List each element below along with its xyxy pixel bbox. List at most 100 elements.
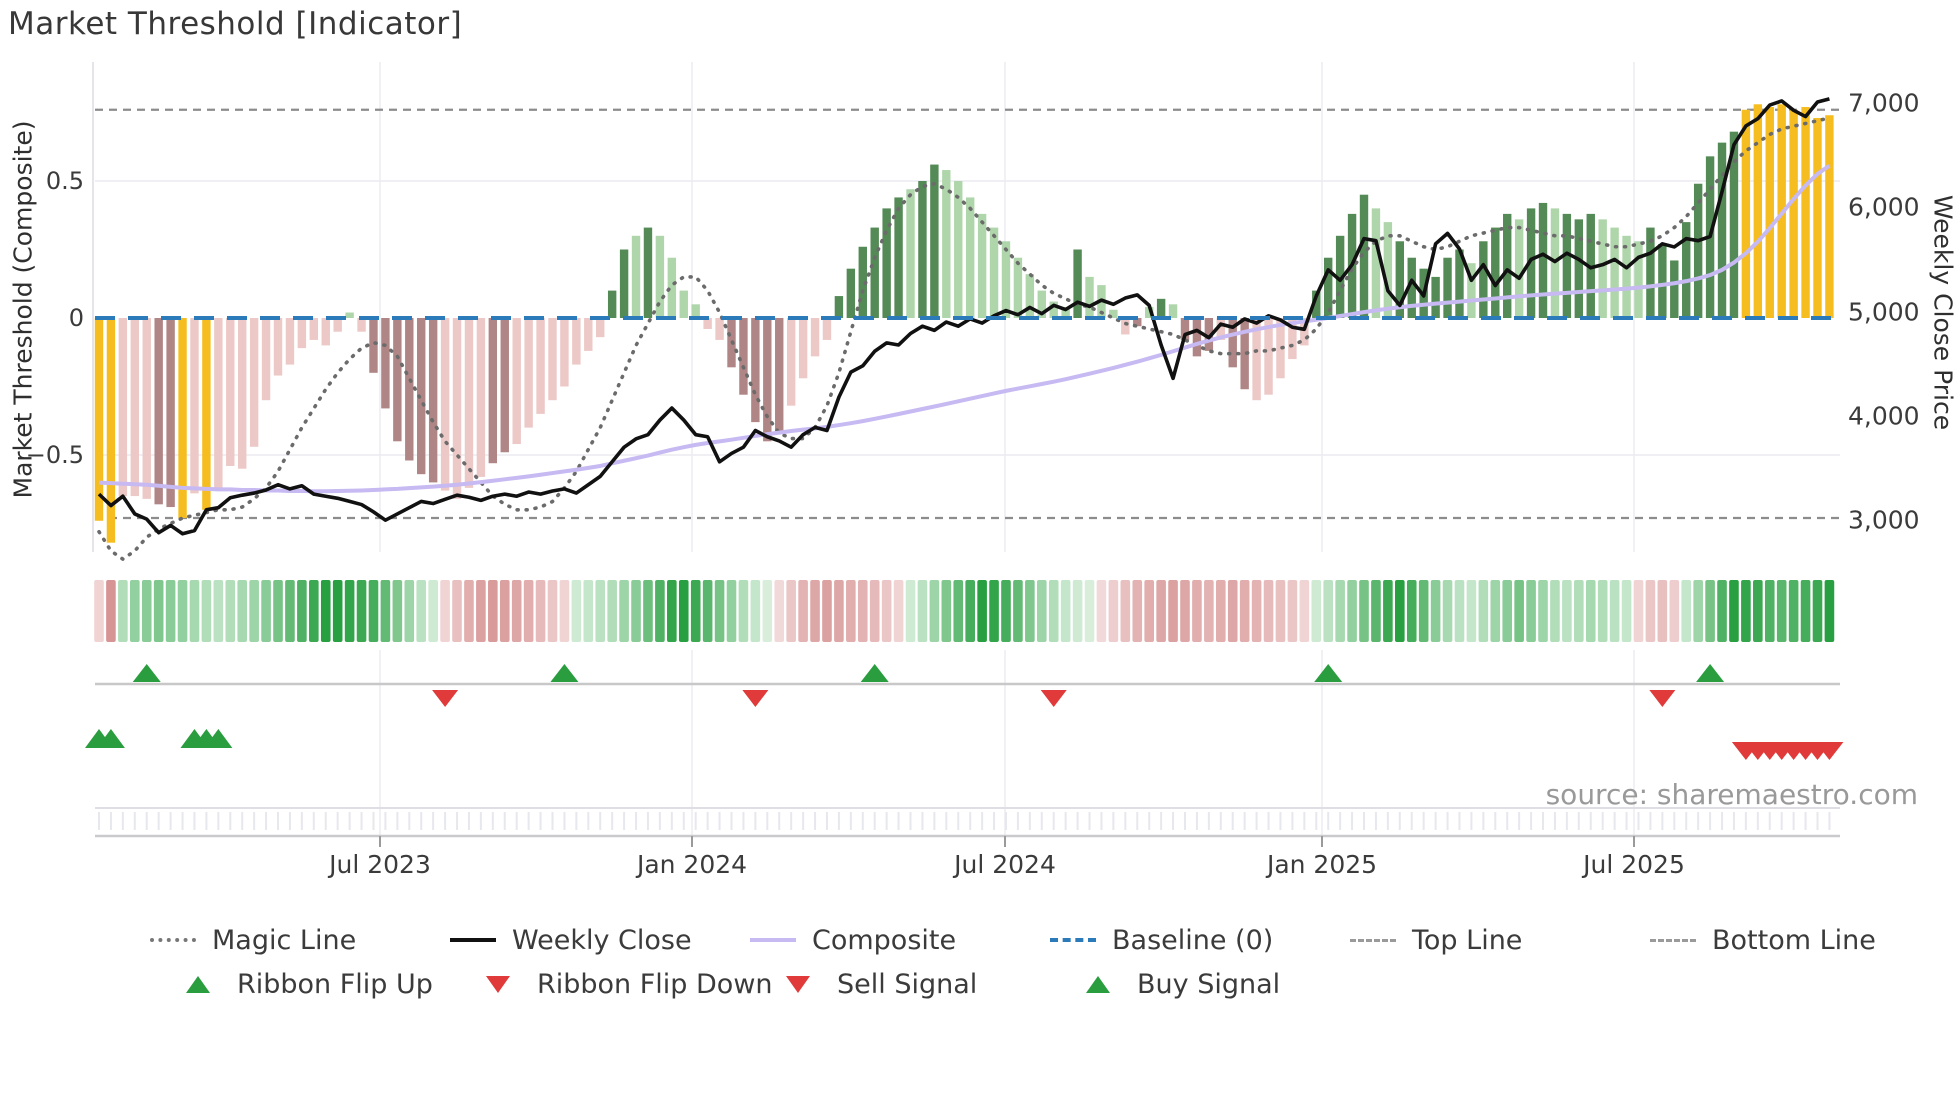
ribbon-cell[interactable]	[1753, 580, 1763, 642]
ribbon-cell[interactable]	[834, 580, 844, 642]
ribbon-cell[interactable]	[1502, 580, 1513, 642]
threshold-bar[interactable]	[405, 318, 414, 461]
ribbon-cell[interactable]	[141, 580, 152, 642]
threshold-bar[interactable]	[1204, 318, 1214, 351]
ribbon-cell[interactable]	[1120, 580, 1131, 642]
threshold-bar[interactable]	[1121, 318, 1130, 335]
ribbon-cell[interactable]	[631, 580, 641, 642]
ribbon-cell[interactable]	[1311, 580, 1322, 642]
threshold-bar[interactable]	[906, 189, 915, 318]
ribbon-cell[interactable]	[1454, 580, 1465, 642]
threshold-bar[interactable]	[643, 227, 653, 318]
threshold-bar[interactable]	[321, 318, 330, 346]
threshold-bar[interactable]	[1013, 257, 1023, 318]
ribbon-cell[interactable]	[690, 580, 701, 642]
threshold-bar[interactable]	[1455, 249, 1464, 319]
threshold-bar[interactable]	[190, 318, 199, 494]
threshold-bar[interactable]	[1324, 257, 1333, 318]
ribbon-cell[interactable]	[977, 580, 987, 642]
threshold-bar[interactable]	[1801, 107, 1810, 319]
threshold-bar[interactable]	[1717, 142, 1727, 318]
threshold-bar[interactable]	[977, 213, 987, 318]
ribbon-cell[interactable]	[559, 580, 570, 642]
ribbon-cell[interactable]	[1036, 580, 1047, 642]
threshold-bar[interactable]	[1574, 219, 1584, 318]
ribbon-cell[interactable]	[667, 580, 677, 642]
ribbon-cell[interactable]	[786, 580, 796, 642]
threshold-bar[interactable]	[1693, 183, 1703, 318]
threshold-bar[interactable]	[94, 318, 104, 521]
ribbon-flip-down-marker[interactable]	[432, 690, 459, 707]
threshold-bar[interactable]	[1264, 318, 1273, 395]
ribbon-flip-down-marker[interactable]	[1649, 690, 1676, 707]
threshold-bar[interactable]	[1288, 318, 1297, 360]
threshold-bar[interactable]	[345, 312, 354, 318]
threshold-bar[interactable]	[596, 318, 605, 338]
threshold-bar[interactable]	[1467, 263, 1476, 318]
ribbon-cell[interactable]	[762, 580, 773, 642]
ribbon-flip-down-marker[interactable]	[1040, 690, 1067, 707]
ribbon-cell[interactable]	[1526, 580, 1536, 642]
threshold-bar[interactable]	[249, 318, 259, 447]
ribbon-cell[interactable]	[1347, 580, 1357, 642]
ribbon-cell[interactable]	[1299, 580, 1310, 642]
threshold-bar[interactable]	[822, 318, 832, 340]
threshold-bar[interactable]	[1371, 208, 1381, 318]
ribbon-flip-up-marker[interactable]	[550, 664, 579, 682]
ribbon-cell[interactable]	[404, 580, 415, 642]
ribbon-cell[interactable]	[1550, 580, 1560, 642]
legend-item-ribbon-flip-down[interactable]: Ribbon Flip Down	[475, 969, 775, 1000]
ribbon-flip-up-marker[interactable]	[1314, 664, 1343, 682]
threshold-bar[interactable]	[1562, 213, 1572, 318]
ribbon-cell[interactable]	[130, 580, 140, 642]
ribbon-cell[interactable]	[881, 580, 892, 642]
legend-item-bottom-line[interactable]: Bottom Line	[1650, 925, 1950, 956]
threshold-bar[interactable]	[1192, 318, 1202, 357]
ribbon-cell[interactable]	[1275, 580, 1286, 642]
threshold-bar[interactable]	[1037, 290, 1046, 318]
ribbon-cell[interactable]	[1741, 580, 1751, 642]
ribbon-cell[interactable]	[929, 580, 940, 642]
threshold-bar[interactable]	[942, 170, 951, 318]
ribbon-cell[interactable]	[619, 580, 629, 642]
ribbon-cell[interactable]	[344, 580, 355, 642]
ribbon-cell[interactable]	[452, 580, 462, 642]
threshold-bar[interactable]	[775, 318, 784, 434]
threshold-bar[interactable]	[106, 318, 116, 543]
ribbon-cell[interactable]	[702, 580, 713, 642]
ribbon-cell[interactable]	[380, 580, 391, 642]
threshold-bar[interactable]	[1741, 109, 1751, 318]
ribbon-cell[interactable]	[273, 580, 283, 642]
ribbon-cell[interactable]	[177, 580, 188, 642]
ribbon-cell[interactable]	[1442, 580, 1453, 642]
ribbon-cell[interactable]	[774, 580, 785, 642]
ribbon-cell[interactable]	[1084, 580, 1095, 642]
threshold-bar[interactable]	[261, 318, 271, 401]
threshold-bar[interactable]	[691, 304, 700, 318]
threshold-bar[interactable]	[560, 318, 569, 387]
ribbon-cell[interactable]	[428, 580, 438, 642]
ribbon-cell[interactable]	[118, 580, 128, 642]
ribbon-cell[interactable]	[1001, 580, 1011, 642]
threshold-bar[interactable]	[285, 318, 295, 365]
threshold-bar[interactable]	[584, 318, 593, 351]
threshold-bar[interactable]	[1156, 298, 1166, 318]
ribbon-cell[interactable]	[261, 580, 271, 642]
threshold-bar[interactable]	[798, 318, 808, 379]
threshold-bar[interactable]	[763, 318, 772, 442]
ribbon-cell[interactable]	[989, 580, 999, 642]
ribbon-cell[interactable]	[1645, 580, 1656, 642]
threshold-bar[interactable]	[273, 318, 283, 376]
ribbon-cell[interactable]	[1490, 580, 1501, 642]
ribbon-cell[interactable]	[213, 580, 224, 642]
ribbon-cell[interactable]	[714, 580, 725, 642]
ribbon-cell[interactable]	[392, 580, 403, 642]
ribbon-cell[interactable]	[1406, 580, 1417, 642]
threshold-bar[interactable]	[1789, 109, 1798, 318]
threshold-bar[interactable]	[1526, 208, 1536, 318]
threshold-bar[interactable]	[1109, 309, 1118, 318]
buy-signal-marker[interactable]	[96, 729, 125, 748]
threshold-bar[interactable]	[452, 318, 462, 499]
ribbon-cell[interactable]	[1609, 580, 1620, 642]
ribbon-cell[interactable]	[94, 580, 104, 642]
